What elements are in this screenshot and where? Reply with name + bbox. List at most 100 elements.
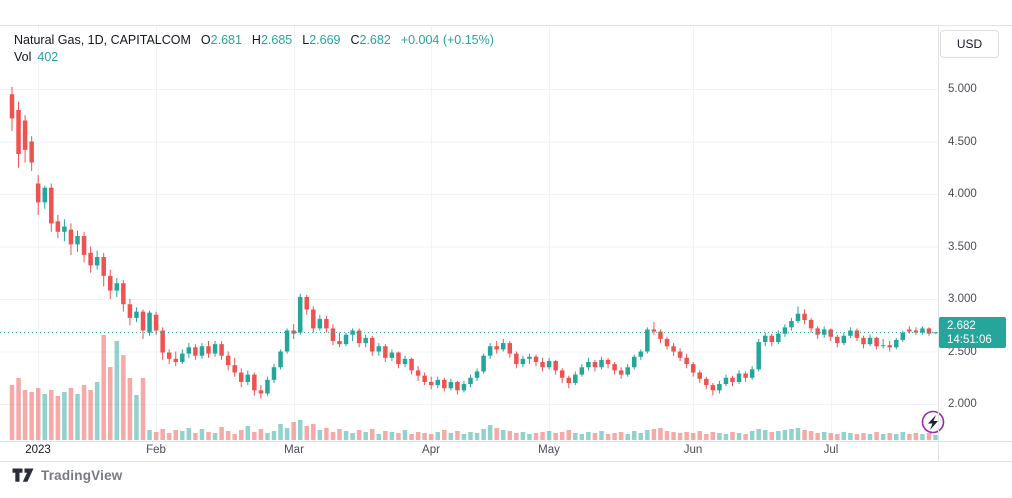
price-axis[interactable]: 5.000 4.500 4.000 3.500 3.000 2.500 2.000 — [938, 25, 1012, 461]
candle-body — [756, 342, 761, 370]
volume-bar — [913, 433, 919, 440]
volume-bar — [690, 433, 696, 440]
volume-bar — [370, 429, 375, 440]
candle-body — [651, 329, 657, 332]
volume-bar — [22, 390, 28, 440]
candle-body — [533, 356, 539, 362]
candle-body — [108, 275, 113, 291]
candle-body — [926, 328, 932, 334]
candle-body — [782, 327, 788, 334]
candle-body — [376, 346, 382, 352]
volume-bar — [127, 378, 133, 440]
volume-bar — [363, 432, 368, 440]
candle-body — [605, 359, 611, 365]
close-value: C2.682 — [350, 33, 391, 47]
candle-body — [317, 318, 323, 329]
volume-bar — [9, 385, 15, 440]
volume-bar — [55, 396, 61, 440]
volume-bar — [514, 433, 519, 440]
candle-body — [304, 296, 309, 310]
candle-body — [749, 369, 755, 378]
volume-bar — [815, 433, 820, 440]
volume-bar — [239, 430, 244, 440]
volume-bar — [782, 430, 788, 440]
volume-bar — [88, 390, 93, 440]
volume-bar — [134, 395, 139, 440]
volume-bar — [271, 431, 277, 440]
candle-body — [29, 141, 34, 163]
volume-bar — [35, 388, 41, 440]
candle-body — [474, 371, 480, 378]
candle-body — [743, 373, 748, 378]
candle-body — [540, 362, 545, 368]
low-value: L2.669 — [302, 33, 341, 47]
last-price-badge[interactable]: 2.682 14:51:06 — [939, 317, 1006, 348]
candle-body — [55, 221, 61, 232]
candle-body — [933, 332, 938, 334]
volume-bar — [81, 385, 87, 440]
candle-body — [271, 367, 277, 380]
time-axis-label-jul: Jul — [823, 444, 839, 456]
time-axis-label-jun: Jun — [683, 444, 703, 456]
time-axis[interactable]: 2023 Feb Mar Apr May Jun Jul — [0, 441, 938, 461]
volume-bar — [252, 432, 257, 440]
volume-bar — [933, 434, 938, 440]
volume-bar — [645, 430, 650, 440]
volume-bar — [186, 428, 192, 440]
volume-bar — [638, 433, 644, 440]
price-axis-label: 2.000 — [948, 398, 977, 410]
volume-bar — [108, 367, 113, 440]
candle-body — [75, 236, 80, 245]
volume-bar — [435, 432, 440, 440]
volume-bar — [566, 430, 571, 440]
candle-body — [186, 347, 192, 354]
currency-button[interactable]: USD — [940, 30, 999, 58]
volume-bar — [42, 394, 47, 440]
volume-bar — [887, 433, 892, 440]
volume-bar — [448, 433, 454, 440]
volume-bar — [487, 425, 493, 440]
symbol-name[interactable]: Natural Gas, 1D, CAPITALCOM — [14, 33, 191, 47]
volume-bar — [49, 390, 54, 440]
volume-bar — [291, 422, 296, 440]
volume-bar — [409, 434, 414, 440]
volume-bar — [219, 427, 224, 440]
volume-bar — [166, 433, 172, 440]
volume-bar — [704, 434, 709, 440]
candle-body — [199, 346, 205, 356]
candle-body — [114, 283, 120, 291]
volume-bar — [153, 432, 159, 440]
candle-body — [383, 346, 388, 358]
volume-bar — [520, 432, 526, 440]
volume-bar — [894, 434, 899, 440]
candle-body — [265, 379, 270, 394]
candle-body — [166, 352, 172, 359]
candle-body — [776, 333, 781, 343]
candle-body — [671, 346, 676, 352]
volume-bar — [481, 429, 486, 440]
volume-bar — [618, 432, 624, 440]
tradingview-brand[interactable]: TradingView — [41, 468, 123, 483]
volume-bar — [383, 431, 388, 440]
candle-body — [284, 330, 290, 352]
candle-body — [134, 311, 139, 318]
candle-body — [920, 328, 925, 333]
candle-body — [62, 226, 67, 232]
candle-body — [520, 358, 526, 365]
volume-bar — [828, 433, 833, 440]
candle-body — [763, 335, 768, 343]
volume-bar — [907, 434, 912, 440]
candle-body — [180, 353, 185, 362]
candle-body — [258, 390, 264, 394]
candle-body — [677, 351, 683, 358]
volume-bar — [671, 432, 676, 440]
candle-body — [173, 358, 178, 362]
time-axis-label-mar: Mar — [284, 444, 304, 456]
volume-bar — [258, 429, 264, 440]
volume-bar — [422, 433, 427, 440]
volume-bar — [455, 431, 460, 440]
volume-bar — [717, 433, 722, 440]
volume-bar — [324, 428, 329, 440]
